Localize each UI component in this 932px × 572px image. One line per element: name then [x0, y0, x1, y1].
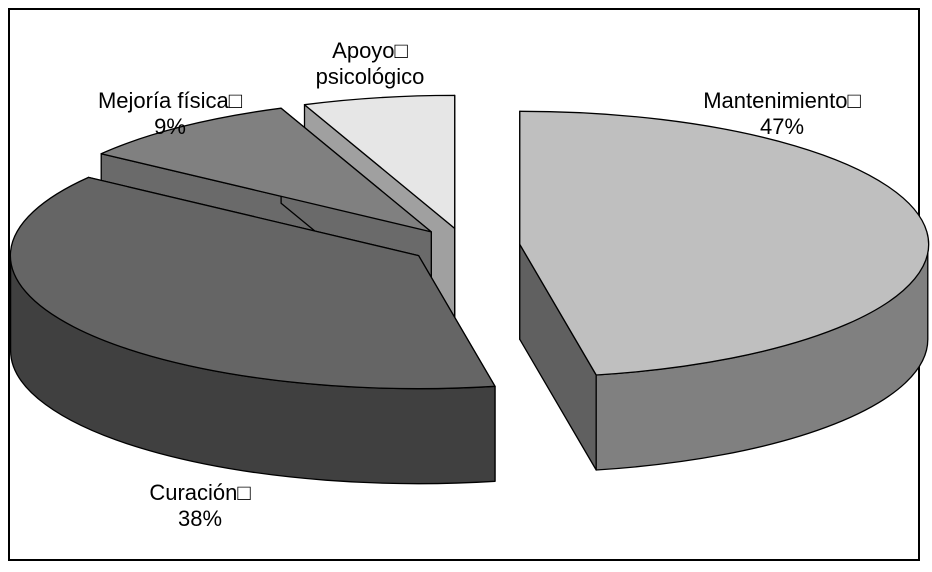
label-mejoria-fisica-line-2: 9% — [154, 114, 186, 139]
label-mantenimiento-line-2: 47% — [759, 114, 805, 139]
label-mejoria-fisica-line-1: Mejoría física□ — [97, 88, 243, 113]
label-apoyo-psicologico: Apoyo□ psicológico — [270, 38, 470, 90]
label-mejoria-fisica: Mejoría física□ 9% — [60, 88, 280, 140]
label-apoyo-psicologico-line-2: psicológico — [315, 64, 425, 89]
slice-curacion-top — [9, 176, 496, 390]
label-curacion-line-1: Curación□ — [149, 480, 251, 505]
label-curacion-line-2: 38% — [177, 506, 223, 531]
label-curacion: Curación□ 38% — [90, 480, 310, 532]
slice-mantenimiento-top — [519, 110, 930, 376]
label-mantenimiento-line-1: Mantenimiento□ — [703, 88, 861, 113]
slice-mejoria-fisica-top — [100, 107, 432, 233]
label-mantenimiento: Mantenimiento□ 47% — [662, 88, 902, 140]
slice-apoyo-psicologico-top — [303, 94, 456, 230]
label-apoyo-psicologico-line-1: Apoyo□ — [332, 38, 408, 63]
